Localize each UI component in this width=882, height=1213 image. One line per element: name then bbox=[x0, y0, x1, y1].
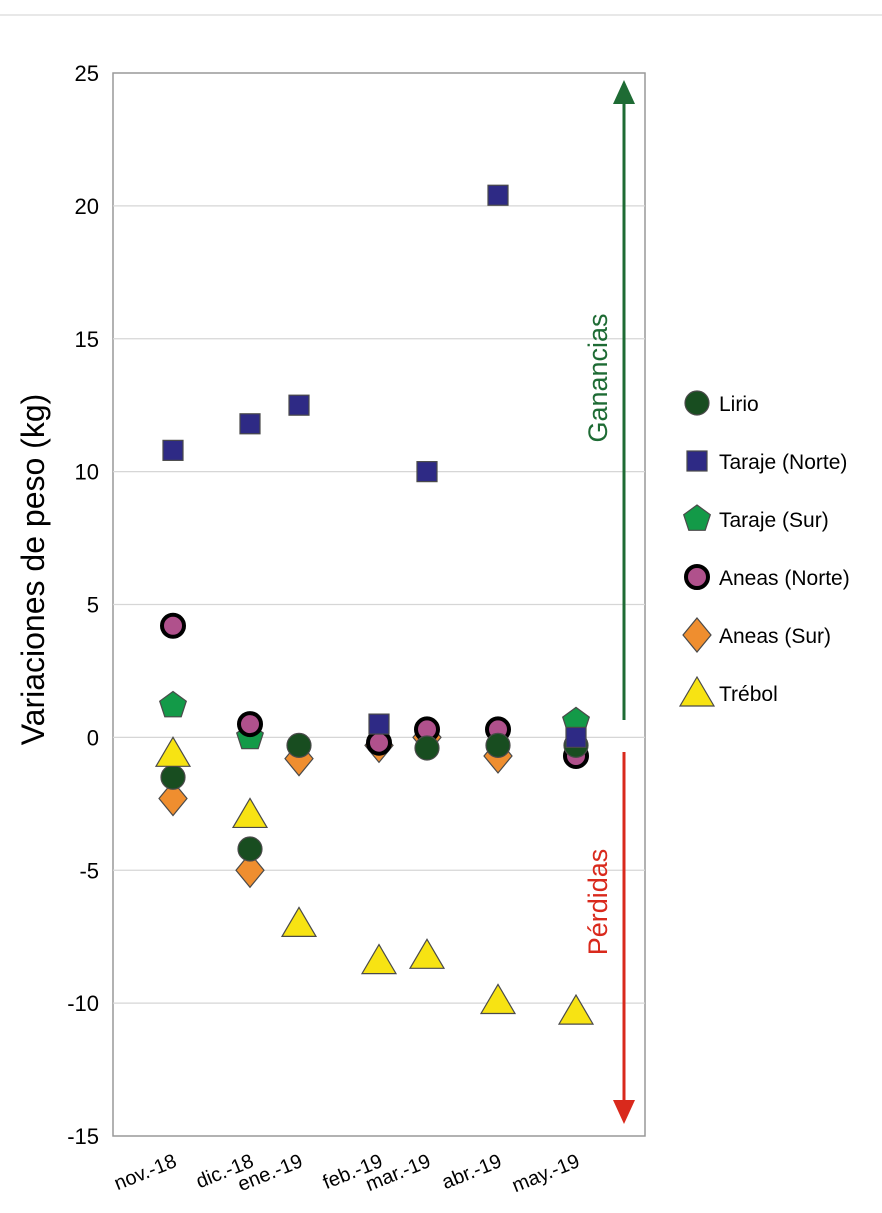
point-tr-bol bbox=[408, 938, 446, 969]
legend-label-aneas-sur: Aneas (Sur) bbox=[719, 625, 831, 648]
point-lirio bbox=[237, 836, 263, 862]
point-tr-bol bbox=[360, 943, 398, 975]
point-aneas-sur bbox=[235, 852, 265, 889]
point-lirio bbox=[414, 735, 440, 761]
point-tr-bol bbox=[280, 906, 318, 938]
y-tick-label: 10 bbox=[75, 460, 99, 485]
top-divider bbox=[0, 14, 882, 16]
legend-label-lirio: Lirio bbox=[719, 393, 759, 416]
y-tick-label: -15 bbox=[67, 1124, 99, 1149]
x-tick-label: abr.-19 bbox=[439, 1150, 505, 1194]
point-taraje-norte bbox=[288, 394, 310, 416]
y-axis-label: Variaciones de peso (kg) bbox=[15, 394, 51, 746]
point-aneas-norte bbox=[160, 612, 186, 639]
point-taraje-norte bbox=[416, 461, 438, 483]
point-tr-bol bbox=[154, 736, 192, 767]
y-tick-label: -5 bbox=[79, 858, 99, 883]
loss-arrow-head bbox=[613, 1100, 635, 1124]
y-tick-label: -10 bbox=[67, 991, 99, 1016]
point-tr-bol bbox=[231, 797, 269, 829]
point-aneas-norte bbox=[366, 729, 392, 756]
point-taraje-norte bbox=[239, 413, 261, 435]
legend-marker-taraje-sur bbox=[682, 504, 712, 531]
point-tr-bol bbox=[557, 993, 595, 1025]
y-tick-label: 20 bbox=[75, 194, 99, 219]
point-lirio bbox=[485, 732, 511, 758]
point-aneas-sur bbox=[158, 780, 188, 817]
loss-annotation: Pérdidas bbox=[583, 849, 613, 956]
legend-label-taraje-sur: Taraje (Sur) bbox=[719, 509, 829, 532]
point-lirio bbox=[160, 764, 186, 790]
legend-marker-aneas-norte bbox=[684, 564, 710, 590]
legend-marker-taraje-norte bbox=[686, 450, 708, 472]
legend-marker-lirio bbox=[684, 390, 710, 416]
point-tr-bol bbox=[479, 983, 517, 1015]
point-aneas-norte bbox=[237, 711, 263, 738]
point-lirio bbox=[286, 732, 312, 758]
legend-label-tr-bol: Trébol bbox=[719, 683, 778, 706]
gain-annotation: Ganancias bbox=[583, 313, 613, 442]
point-taraje-norte bbox=[565, 726, 587, 748]
point-taraje-norte bbox=[487, 184, 509, 206]
point-taraje-norte bbox=[368, 713, 390, 735]
y-tick-label: 0 bbox=[87, 725, 99, 750]
y-tick-label: 15 bbox=[75, 327, 99, 352]
y-tick-label: 5 bbox=[87, 593, 99, 618]
x-tick-label: nov.-18 bbox=[111, 1150, 180, 1195]
point-taraje-sur bbox=[158, 690, 188, 718]
legend-marker-tr-bol bbox=[678, 675, 716, 707]
legend-label-aneas-norte: Aneas (Norte) bbox=[719, 567, 850, 590]
legend-label-taraje-norte: Taraje (Norte) bbox=[719, 451, 847, 474]
gain-arrow-head bbox=[613, 80, 635, 104]
point-taraje-norte bbox=[162, 439, 184, 461]
legend-marker-aneas-sur bbox=[682, 617, 712, 653]
x-tick-label: may.-19 bbox=[509, 1150, 583, 1197]
y-tick-label: 25 bbox=[75, 61, 99, 86]
